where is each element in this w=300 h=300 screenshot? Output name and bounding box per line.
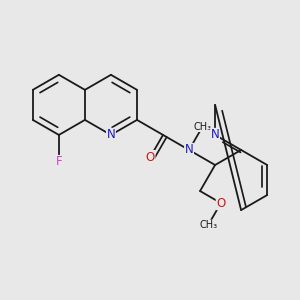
Text: N: N xyxy=(106,128,115,141)
Text: O: O xyxy=(216,196,226,210)
Text: CH₃: CH₃ xyxy=(194,122,211,131)
Text: F: F xyxy=(56,155,62,169)
Text: O: O xyxy=(146,151,155,164)
Text: CH₃: CH₃ xyxy=(199,220,217,230)
Text: N: N xyxy=(211,128,220,141)
Text: N: N xyxy=(185,143,194,157)
